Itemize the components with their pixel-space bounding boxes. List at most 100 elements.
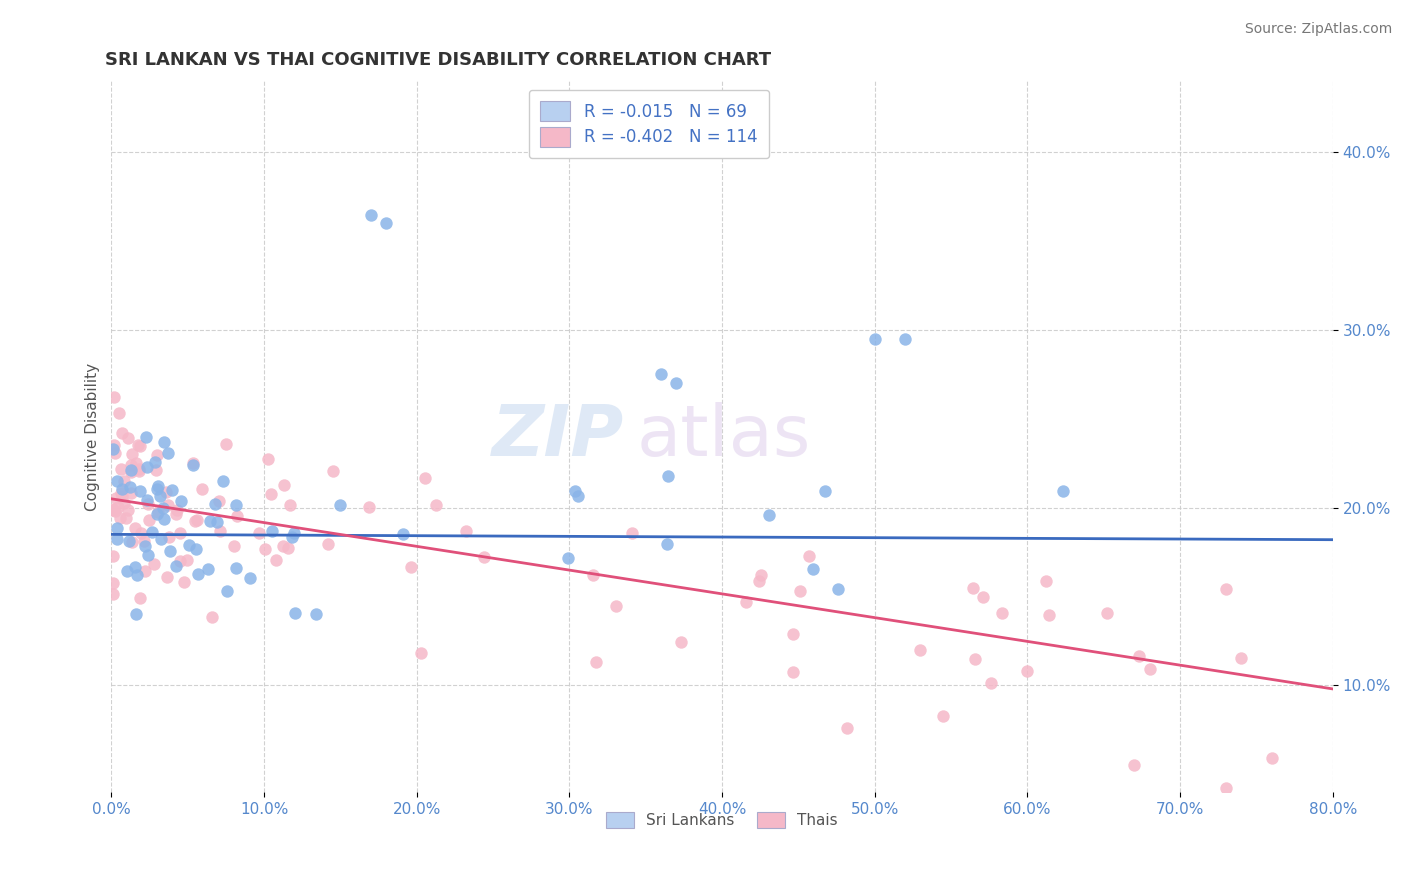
Point [186, 513, 208, 527]
Point [273, 478, 295, 492]
Point [101, 587, 124, 601]
Point [1215, 582, 1237, 596]
Point [225, 561, 247, 575]
Point [748, 574, 770, 588]
Point [128, 462, 150, 476]
Point [141, 525, 163, 540]
Point [117, 431, 139, 445]
Point [110, 511, 132, 525]
Point [650, 368, 672, 382]
Point [204, 497, 226, 511]
Point [117, 503, 139, 517]
Point [156, 498, 179, 512]
Point [316, 536, 339, 550]
Point [454, 524, 477, 538]
Point [256, 452, 278, 467]
Point [224, 540, 246, 554]
Point [1215, 781, 1237, 796]
Point [208, 524, 231, 539]
Point [305, 607, 328, 622]
Point [1017, 665, 1039, 679]
Point [215, 583, 238, 598]
Point [281, 530, 304, 544]
Point [104, 446, 127, 460]
Text: atlas: atlas [637, 402, 811, 471]
Point [1139, 662, 1161, 676]
Point [557, 551, 579, 566]
Point [278, 498, 301, 512]
Point [908, 642, 931, 657]
Point [105, 533, 128, 547]
Point [146, 482, 169, 496]
Point [128, 465, 150, 479]
Point [120, 486, 142, 500]
Point [157, 530, 180, 544]
Point [187, 567, 209, 582]
Point [585, 655, 607, 669]
Point [136, 497, 159, 511]
Point [153, 435, 176, 450]
Point [207, 515, 229, 529]
Point [156, 446, 179, 460]
Point [1123, 758, 1146, 772]
Point [148, 490, 170, 504]
Point [208, 494, 231, 508]
Point [118, 533, 141, 548]
Point [135, 492, 157, 507]
Text: SRI LANKAN VS THAI COGNITIVE DISABILITY CORRELATION CHART: SRI LANKAN VS THAI COGNITIVE DISABILITY … [105, 51, 772, 69]
Point [972, 590, 994, 604]
Point [655, 537, 678, 551]
Point [980, 676, 1002, 690]
Point [814, 483, 837, 498]
Point [184, 514, 207, 528]
Point [197, 562, 219, 576]
Point [101, 549, 124, 563]
Point [145, 455, 167, 469]
Point [153, 511, 176, 525]
Point [118, 479, 141, 493]
Point [124, 521, 146, 535]
Point [138, 512, 160, 526]
Point [156, 570, 179, 584]
Point [413, 471, 436, 485]
Point [1052, 483, 1074, 498]
Point [127, 568, 149, 582]
Point [155, 485, 177, 500]
Point [262, 524, 284, 538]
Point [135, 430, 157, 444]
Point [120, 466, 142, 480]
Point [472, 550, 495, 565]
Point [103, 390, 125, 404]
Point [198, 514, 221, 528]
Point [165, 507, 187, 521]
Point [322, 464, 344, 478]
Point [136, 548, 159, 562]
Point [226, 509, 249, 524]
Point [124, 559, 146, 574]
Point [789, 583, 811, 598]
Point [149, 532, 172, 546]
Point [181, 458, 204, 473]
Point [169, 525, 191, 540]
Point [173, 574, 195, 589]
Point [111, 425, 134, 440]
Point [863, 332, 886, 346]
Point [107, 500, 129, 514]
Point [991, 606, 1014, 620]
Point [247, 525, 270, 540]
Point [177, 538, 200, 552]
Point [101, 501, 124, 516]
Point [782, 665, 804, 679]
Point [148, 479, 170, 493]
Point [101, 575, 124, 590]
Point [357, 500, 380, 514]
Point [962, 581, 984, 595]
Point [391, 527, 413, 541]
Point [136, 460, 159, 475]
Point [103, 503, 125, 517]
Point [260, 487, 283, 501]
Point [176, 553, 198, 567]
Point [166, 503, 188, 517]
Point [375, 217, 398, 231]
Legend: Sri Lankans, Thais: Sri Lankans, Thais [600, 805, 844, 834]
